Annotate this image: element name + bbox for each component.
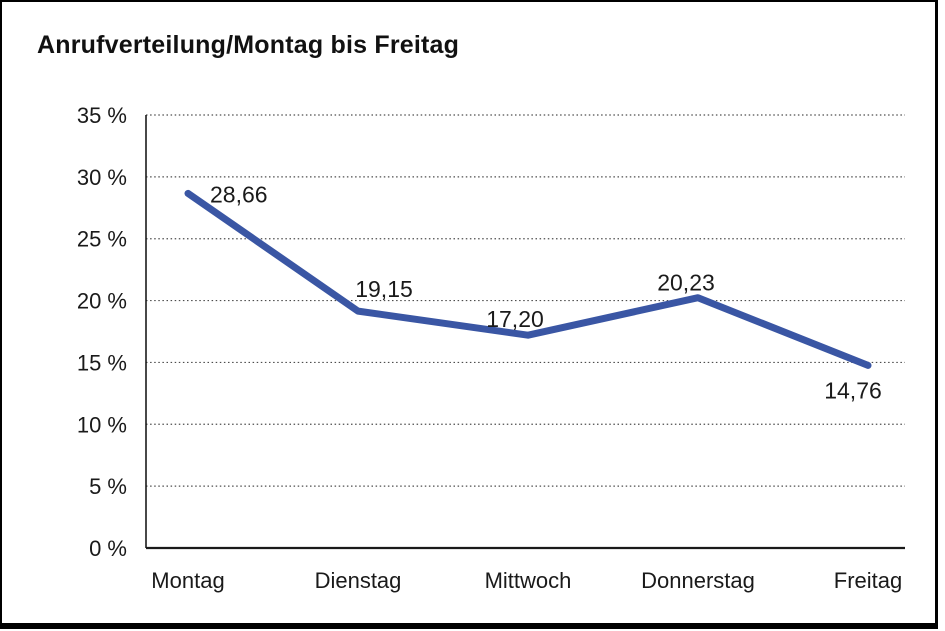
- x-category-label: Dienstag: [315, 568, 402, 593]
- y-tick-label: 35 %: [77, 103, 127, 128]
- y-tick-label: 0 %: [89, 536, 127, 561]
- y-tick-label: 15 %: [77, 350, 127, 375]
- data-point-label: 19,15: [355, 276, 413, 302]
- x-category-label: Montag: [151, 568, 224, 593]
- y-tick-label: 25 %: [77, 227, 127, 252]
- x-category-label: Donnerstag: [641, 568, 755, 593]
- data-series-line: [184, 189, 872, 369]
- y-tick-label: 10 %: [77, 412, 127, 437]
- x-category-label: Mittwoch: [485, 568, 572, 593]
- data-point-label: 14,76: [824, 377, 882, 403]
- y-tick-label: 20 %: [77, 289, 127, 314]
- x-category-label: Freitag: [834, 568, 902, 593]
- data-point-label: 17,20: [486, 306, 544, 332]
- chart-title: Anrufverteilung/Montag bis Freitag: [37, 31, 460, 59]
- data-point-label: 28,66: [210, 181, 268, 207]
- y-tick-label: 30 %: [77, 165, 127, 190]
- y-tick-label: 5 %: [89, 474, 127, 499]
- data-point-label: 20,23: [657, 270, 715, 296]
